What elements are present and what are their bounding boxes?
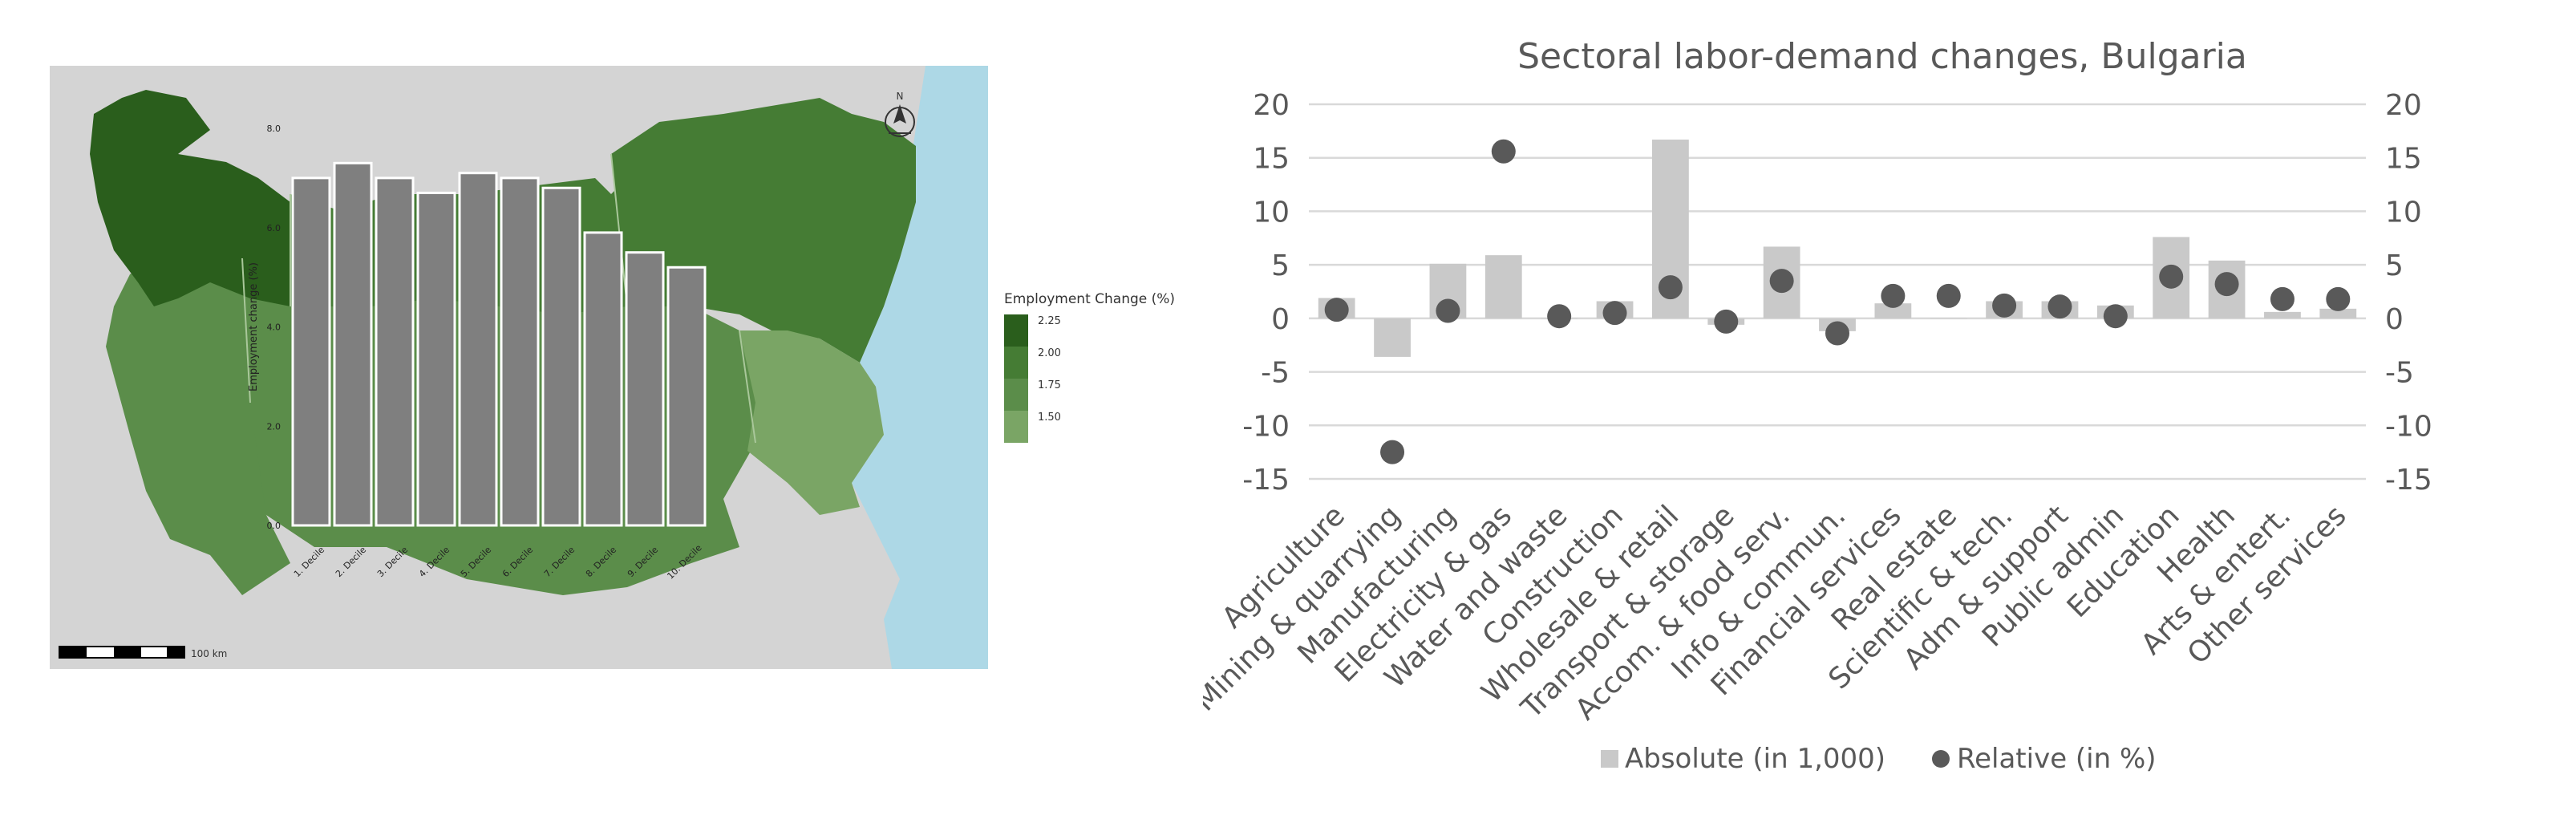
legend-item-label: 2.25 xyxy=(1038,315,1061,327)
legend-label-absolute: Absolute (in 1,000) xyxy=(1625,743,1885,775)
point-relative xyxy=(1380,440,1405,464)
inner-y-tick-label: 2.0 xyxy=(267,421,281,432)
point-relative xyxy=(1714,309,1739,334)
map-legend: Employment Change (%) 2.25 2.00 1.75 1.50 xyxy=(1004,289,1197,452)
bar-absolute xyxy=(1930,318,1967,319)
y-tick-label-right: -15 xyxy=(2385,464,2432,497)
y-tick-label-left: 5 xyxy=(1271,249,1290,282)
point-relative xyxy=(1825,321,1849,346)
scale-label: 100 km xyxy=(191,648,227,659)
legend-swatch xyxy=(1004,347,1028,379)
north-label: N xyxy=(897,91,904,102)
y-tick-label-left: 0 xyxy=(1271,303,1290,336)
bulgaria-map-panel: 0.0 2.0 4.0 6.0 8.0 Employment change (%) 1. D… xyxy=(50,66,988,669)
bar-absolute xyxy=(2319,308,2357,318)
region-southeast xyxy=(739,330,884,515)
point-relative xyxy=(2214,272,2239,297)
point-relative xyxy=(1602,301,1627,326)
inner-decile-label: 3. Decile xyxy=(375,545,410,579)
legend-swatch-relative xyxy=(1932,750,1950,768)
inner-y-tick-label: 8.0 xyxy=(267,124,281,134)
point-relative xyxy=(1491,139,1516,164)
chart-grid xyxy=(1309,103,2366,480)
region-southwest xyxy=(106,258,290,595)
y-tick-label-right: 5 xyxy=(2385,249,2404,282)
region-borders xyxy=(241,153,756,444)
y-tick-label-right: -10 xyxy=(2385,410,2432,443)
y-tick-label-right: 15 xyxy=(2385,143,2422,176)
point-relative xyxy=(1658,275,1683,300)
inner-decile-bar xyxy=(416,191,456,527)
inner-decile-bar xyxy=(458,172,498,527)
inner-decile-bar xyxy=(333,161,373,527)
point-relative xyxy=(1324,298,1349,322)
inner-y-axis-label: Employment change (%) xyxy=(248,262,260,391)
point-relative xyxy=(2326,286,2351,311)
inner-y-tick-label: 0.0 xyxy=(267,521,281,531)
bar-absolute xyxy=(2264,311,2301,318)
inner-decile-bar xyxy=(625,251,665,527)
legend-swatch xyxy=(1004,314,1028,347)
legend-item-label: 2.00 xyxy=(1038,347,1061,359)
point-relative xyxy=(2159,264,2184,289)
region-northwest xyxy=(90,90,290,306)
bar-absolute xyxy=(1874,303,1912,318)
scale-bar xyxy=(59,646,185,659)
legend-swatch-absolute xyxy=(1601,750,1618,768)
y-tick-label-left: 10 xyxy=(1253,196,1290,229)
bar-absolute xyxy=(1374,318,1411,357)
chart-y-ticks: 20 20 15 15 10 10 5 5 0 0 -5 -5 -10 -10 -15 -15 xyxy=(1242,89,2432,497)
legend-label-relative: Relative (in %) xyxy=(1957,743,2157,775)
y-tick-label-left: -15 xyxy=(1242,464,1290,497)
point-relative xyxy=(1936,283,1961,308)
legend-swatch xyxy=(1004,411,1028,443)
bar-absolute xyxy=(1484,255,1522,318)
inner-decile-bar xyxy=(541,186,581,527)
chart-points xyxy=(1324,139,2351,464)
y-tick-label-left: -5 xyxy=(1261,357,1290,390)
point-relative xyxy=(1881,283,1906,308)
chart-title: Sectoral labor-demand changes, Bulgaria xyxy=(1517,36,2247,77)
point-relative xyxy=(1436,298,1460,323)
legend-title: Employment Change (%) xyxy=(1004,291,1175,307)
legend-item-label: 1.75 xyxy=(1038,379,1061,391)
point-relative xyxy=(1992,293,2017,318)
point-relative xyxy=(2270,286,2295,311)
north-arrow-icon xyxy=(885,104,915,137)
legend-swatch xyxy=(1004,379,1028,411)
inner-decile-bar xyxy=(500,176,540,527)
y-tick-label-right: -5 xyxy=(2385,357,2414,390)
y-tick-label-right: 10 xyxy=(2385,196,2422,229)
inner-y-tick-label: 6.0 xyxy=(267,223,281,233)
y-tick-label-left: 15 xyxy=(1253,143,1290,176)
y-tick-label-right: 20 xyxy=(2385,89,2422,122)
legend-item-label: 1.50 xyxy=(1038,412,1061,424)
inner-decile-bar xyxy=(291,176,331,527)
inner-decile-label: 2. Decile xyxy=(334,545,368,579)
sector-chart: Sectoral labor-demand changes, Bulgaria … xyxy=(1203,36,2432,775)
black-sea xyxy=(852,66,988,669)
point-relative xyxy=(1769,269,1794,294)
chart-legend: Absolute (in 1,000) Relative (in %) xyxy=(1601,743,2157,775)
point-relative xyxy=(2103,304,2128,329)
inner-decile-bar xyxy=(666,266,707,527)
inner-decile-bar xyxy=(375,176,415,527)
inner-y-tick-label: 4.0 xyxy=(267,322,281,333)
inner-decile-label: 1. Decile xyxy=(292,545,326,579)
y-tick-label-left: 20 xyxy=(1253,89,1290,122)
map-svg: 0.0 2.0 4.0 6.0 8.0 Employment change (%) 1. D… xyxy=(59,66,988,669)
point-relative xyxy=(1547,304,1572,329)
y-tick-label-right: 0 xyxy=(2385,303,2404,336)
y-tick-label-left: -10 xyxy=(1242,410,1290,443)
point-relative xyxy=(2047,294,2072,319)
inner-decile-chart: 0.0 2.0 4.0 6.0 8.0 Employment change (%) 1. D… xyxy=(248,124,707,582)
inner-decile-bar xyxy=(583,231,623,527)
